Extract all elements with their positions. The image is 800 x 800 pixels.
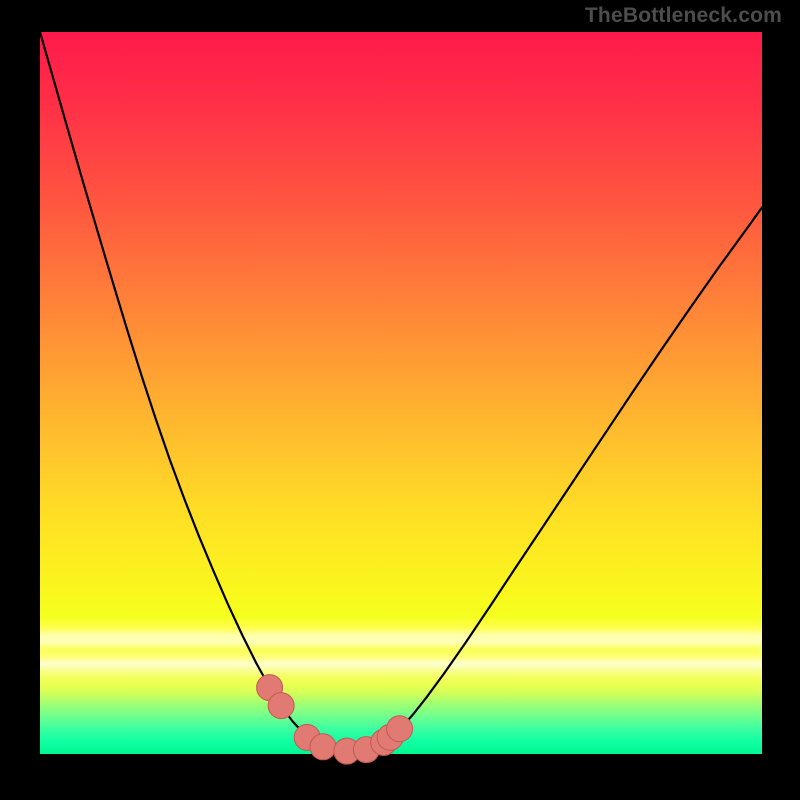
marker-dot (310, 734, 336, 760)
marker-dot (268, 693, 294, 719)
attribution-text: TheBottleneck.com (585, 4, 782, 28)
bottleneck-chart (0, 0, 800, 800)
marker-dot (387, 716, 413, 742)
